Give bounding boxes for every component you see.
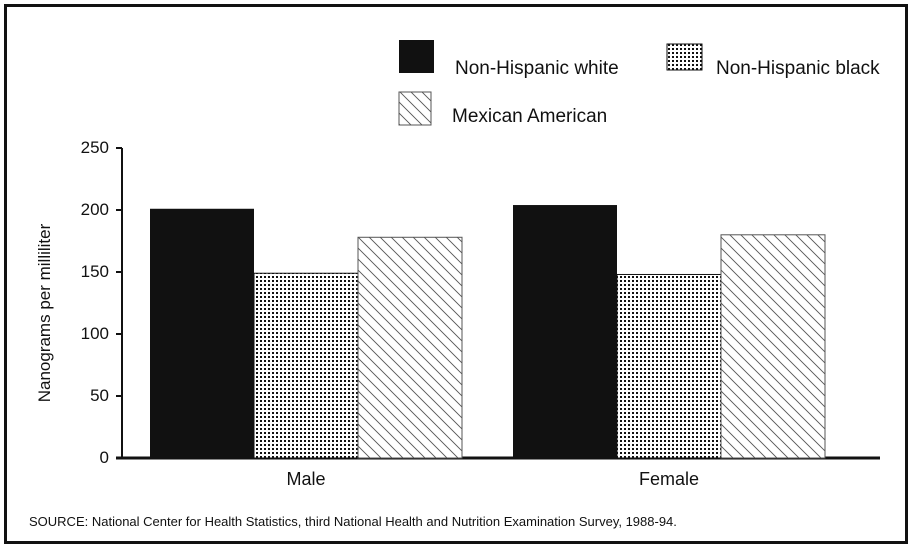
y-axis-label: Nanograms per milliliter [35, 223, 54, 402]
legend-label-non-hispanic-black: Non-Hispanic black [716, 58, 880, 79]
bars [150, 205, 826, 459]
legend-swatch-mexican-american [398, 91, 432, 126]
legend-label-non-hispanic-white: Non-Hispanic white [455, 58, 619, 79]
bar-male-non-hispanic-white [150, 208, 254, 458]
bar-female-mexican-american [720, 234, 826, 459]
y-tick-label-100: 100 [81, 324, 109, 343]
bar-male-mexican-american [357, 236, 463, 459]
legend-label-mexican-american: Mexican American [452, 106, 607, 127]
y-tick-label-250: 250 [81, 138, 109, 157]
x-tick-label-female: Female [639, 469, 699, 489]
y-tick-label-150: 150 [81, 262, 109, 281]
bar-female-non-hispanic-white [513, 205, 617, 458]
y-tick-label-0: 0 [100, 448, 109, 467]
x-axis-labels: Male Female [286, 469, 699, 489]
legend: Non-Hispanic white Non-Hispanic black Me… [398, 40, 880, 127]
legend-swatch-non-hispanic-black [666, 43, 703, 71]
y-tick-label-200: 200 [81, 200, 109, 219]
bar-male-non-hispanic-black [253, 272, 359, 459]
legend-swatch-non-hispanic-white [399, 40, 434, 73]
x-tick-label-male: Male [286, 469, 325, 489]
source-note: SOURCE: National Center for Health Stati… [29, 514, 677, 529]
y-tick-label-50: 50 [90, 386, 109, 405]
y-axis-ticks: 0 50 100 150 200 250 [81, 138, 122, 467]
bar-female-non-hispanic-black [616, 273, 722, 459]
